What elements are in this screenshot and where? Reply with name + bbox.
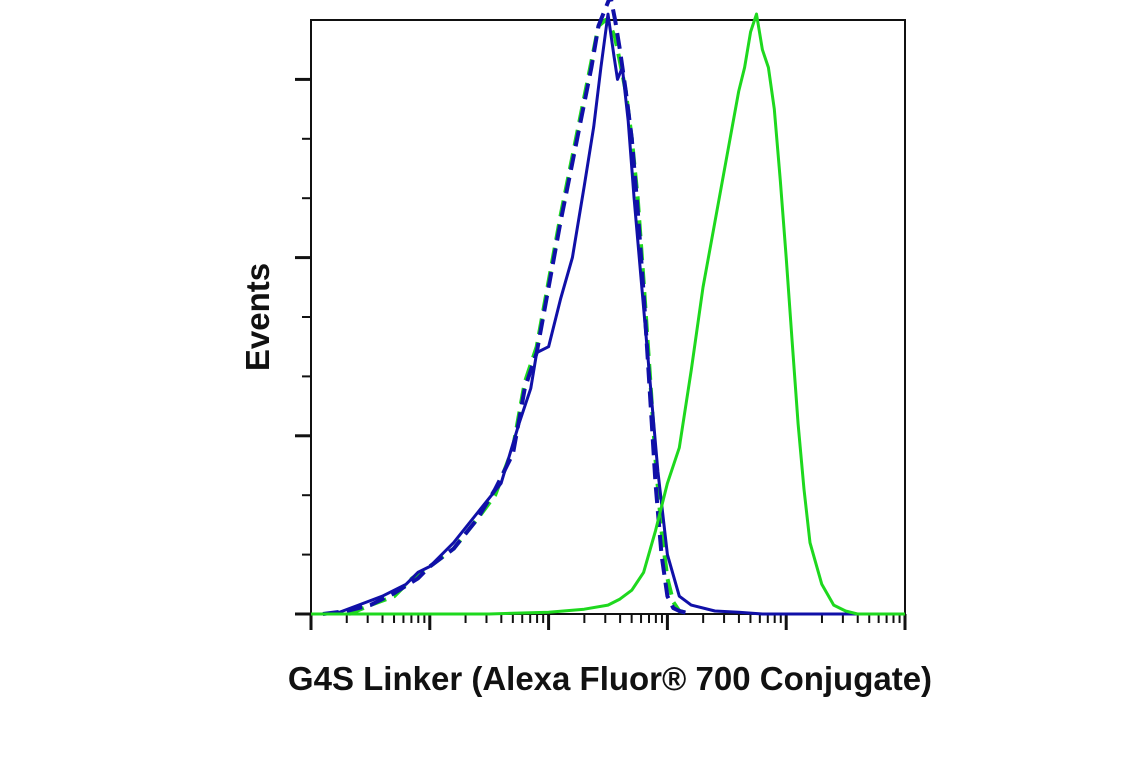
y-axis-title: Events — [239, 263, 276, 371]
dashed-histogram-line-1 — [322, 0, 692, 616]
dashed-histogram-line-0 — [348, 18, 692, 616]
series-layer — [311, 0, 905, 616]
x-axis-title: G4S Linker (Alexa Fluor® 700 Conjugate) — [288, 660, 932, 697]
solid-histogram-line-2 — [311, 12, 905, 616]
solid-histogram-line-3 — [311, 12, 905, 616]
y-axis-ticks — [295, 77, 311, 616]
plot-frame — [310, 19, 906, 615]
x-axis-ticks — [309, 614, 907, 630]
